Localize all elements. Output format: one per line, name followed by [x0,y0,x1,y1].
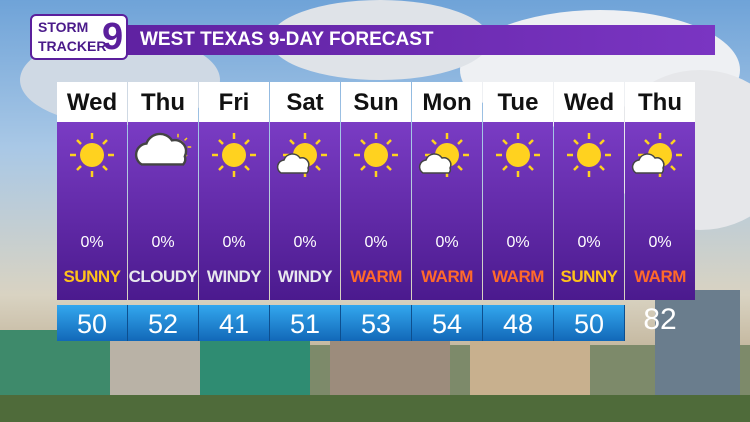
logo-number: 9 [102,16,124,58]
precip-chance: 0% [222,234,246,251]
day-body: 0%SUNNY74 [554,122,624,336]
header-bar: WEST TEXAS 9-DAY FORECAST [30,25,715,55]
low-temp: 54 [412,305,483,341]
day-column: Thu 0% WARM 82 [625,82,695,336]
precip-chance: 0% [577,234,601,251]
condition: WARM [634,267,686,286]
precip-chance: 0% [293,234,317,251]
precip-chance: 0% [435,234,459,251]
day-name: Sat [270,82,340,122]
low-temp: 48 [483,305,554,341]
low-temp: 53 [341,305,412,341]
condition: WARM [350,267,402,286]
precip-chance: 0% [151,234,175,251]
low-temp: 50 [57,305,128,341]
precip-chance: 0% [80,234,104,251]
day-name: Thu [625,82,695,122]
logo-line: STORM [38,19,89,35]
condition: WINDY [206,267,262,286]
condition: WINDY [277,267,333,286]
day-name: Wed [57,82,127,122]
low-temp: 52 [128,305,199,341]
low-temp: 50 [554,305,625,341]
day-name: Wed [554,82,624,122]
day-name: Fri [199,82,269,122]
day-name: Tue [483,82,553,122]
day-name: Mon [412,82,482,122]
precip-chance: 0% [648,234,672,251]
day-name: Thu [128,82,198,122]
title: WEST TEXAS 9-DAY FORECAST [140,29,434,50]
precip-chance: 0% [506,234,530,251]
condition: SUNNY [63,267,121,286]
logo-line: TRACKER [38,38,107,54]
high-temp: 82 [643,303,677,336]
logo: STORM TRACKER 9 [30,14,128,60]
condition: SUNNY [560,267,618,286]
precip-chance: 0% [364,234,388,251]
low-temp: 41 [199,305,270,341]
condition: WARM [421,267,473,286]
day-name: Sun [341,82,411,122]
condition: WARM [492,267,544,286]
condition: CLOUDY [128,267,198,286]
low-temp: 51 [270,305,341,341]
day-body: 0% WARM 82 [625,122,695,336]
